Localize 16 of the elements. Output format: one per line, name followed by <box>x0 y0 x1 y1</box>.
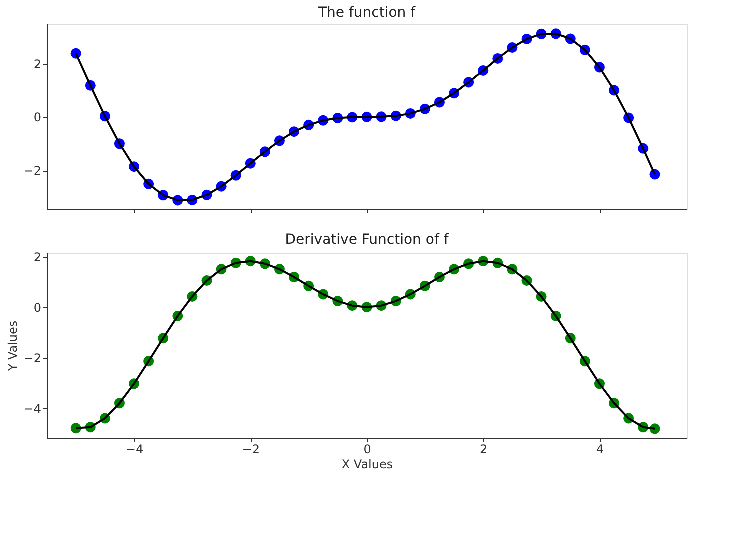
x-tick-label: 2 <box>480 442 488 456</box>
y-tick-label: 2 <box>34 57 42 72</box>
x-tick-label: 0 <box>364 442 372 456</box>
y-tick-label: −4 <box>24 402 42 416</box>
y-tick-label: −2 <box>24 164 42 178</box>
x-tick-label: −4 <box>126 442 144 456</box>
chart-title: The function f <box>317 5 417 21</box>
x-axis-title: X Values <box>342 458 394 472</box>
y-tick-label: 2 <box>34 250 42 264</box>
x-tick-label: −2 <box>242 442 260 456</box>
y-tick-label: −2 <box>24 351 42 366</box>
y-tick-label: 0 <box>34 110 42 125</box>
x-tick-label: 4 <box>596 442 604 456</box>
chart-title: Derivative Function of f <box>285 232 450 248</box>
y-tick-label: 0 <box>34 300 42 315</box>
y-axis-title: Y Values <box>6 320 20 372</box>
